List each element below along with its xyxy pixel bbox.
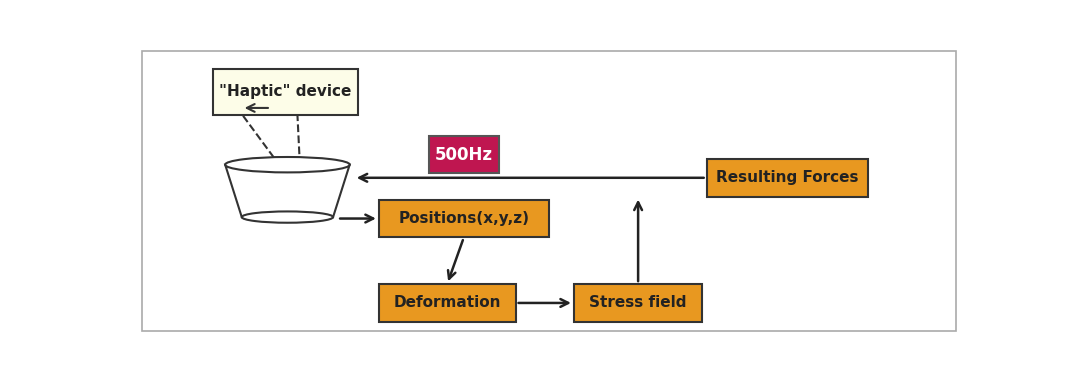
Text: Deformation: Deformation	[393, 296, 501, 310]
Ellipse shape	[225, 157, 349, 172]
Text: Stress field: Stress field	[589, 296, 687, 310]
FancyBboxPatch shape	[707, 159, 869, 197]
Text: "Haptic" device: "Haptic" device	[220, 84, 351, 99]
Ellipse shape	[242, 211, 333, 223]
FancyBboxPatch shape	[379, 200, 549, 237]
Text: Positions(x,y,z): Positions(x,y,z)	[398, 211, 529, 226]
FancyBboxPatch shape	[574, 284, 703, 322]
Polygon shape	[225, 165, 350, 217]
Text: Resulting Forces: Resulting Forces	[716, 170, 859, 185]
FancyBboxPatch shape	[379, 284, 516, 322]
Text: 500Hz: 500Hz	[435, 146, 493, 164]
FancyBboxPatch shape	[428, 136, 499, 174]
FancyBboxPatch shape	[213, 69, 358, 115]
